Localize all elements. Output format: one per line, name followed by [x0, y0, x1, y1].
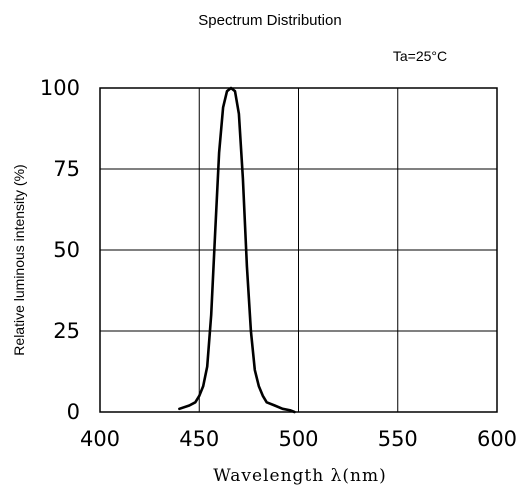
- y-tick-label: 100: [40, 76, 80, 100]
- x-tick-label: 550: [378, 427, 418, 451]
- y-tick-labels: 0 25 50 75 100: [40, 76, 80, 424]
- grid: [100, 88, 497, 412]
- spectrum-curve: [178, 86, 296, 414]
- x-tick-label: 450: [179, 427, 219, 451]
- x-tick-labels: 400 450 500 550 600: [80, 427, 517, 451]
- y-axis-label: Relative luminous intensity (%): [11, 164, 27, 355]
- x-tick-label: 400: [80, 427, 120, 451]
- y-tick-label: 50: [53, 238, 80, 262]
- x-tick-label: 500: [278, 427, 318, 451]
- chart-title: Spectrum Distribution: [198, 12, 341, 29]
- plot-frame: [99, 87, 498, 413]
- y-tick-label: 25: [53, 319, 80, 343]
- y-tick-label: 0: [67, 400, 80, 424]
- temperature-condition: Ta=25°C: [393, 48, 447, 64]
- x-axis-label: Wavelength λ(nm): [213, 466, 386, 486]
- x-tick-label: 600: [477, 427, 517, 451]
- y-tick-label: 75: [53, 157, 80, 181]
